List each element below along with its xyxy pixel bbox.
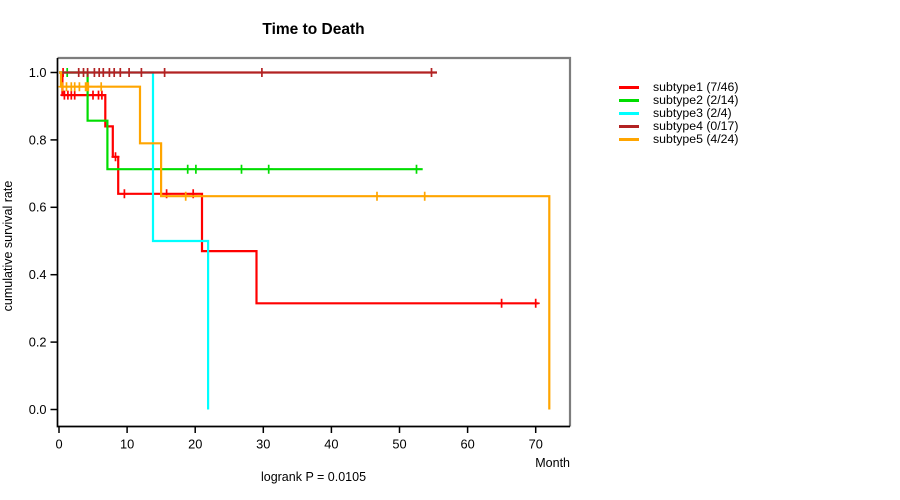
y-tick-label: 0.8: [29, 132, 47, 147]
censor-marks-subtype1: [59, 68, 540, 308]
legend-label: subtype5 (4/24): [653, 131, 739, 146]
plot-box-axes: [56, 58, 570, 428]
legend-line-swatch: [619, 85, 639, 89]
legend-label: subtype1 (7/46): [653, 80, 739, 94]
y-axis-label: cumulative survival rate: [1, 180, 15, 312]
x-tick-label: 60: [460, 437, 474, 452]
y-tick-label: 0.0: [29, 402, 47, 417]
plot-title: Time to Death: [262, 21, 365, 38]
legend: subtype1 (7/46) subtype2 (2/14) subtype3 (…: [619, 81, 738, 145]
legend-label: subtype4 (0/17): [653, 118, 739, 133]
y-tick-label: 0.6: [29, 200, 47, 215]
legend-item-subtype4: subtype4 (0/17): [619, 118, 739, 133]
logrank-annotation: logrank P = 0.0105: [260, 470, 367, 484]
x-tick-label: 40: [324, 437, 338, 452]
legend-line-swatch: [619, 137, 639, 141]
survival-curve-subtype5: [59, 71, 551, 410]
x-tick-label: 0: [55, 437, 62, 452]
x-tick-label: 20: [188, 437, 202, 452]
legend-label: subtype3 (2/4): [653, 105, 732, 120]
censor-marks-subtype5: [58, 82, 429, 201]
x-tick-label: 70: [529, 437, 543, 452]
survival-curve-subtype3: [59, 71, 210, 410]
legend-label: subtype2 (2/14): [653, 92, 739, 107]
legend-item-subtype3: subtype3 (2/4): [619, 105, 738, 120]
censor-marks-subtype4: [74, 68, 436, 77]
legend-line-swatch: [619, 124, 639, 128]
plot-box-top-right: [57, 56, 572, 427]
legend-item-subtype5: subtype5 (4/24): [619, 131, 739, 146]
x-tick-label: 30: [256, 437, 270, 452]
x-tick-label: 10: [120, 437, 134, 452]
x-tick-label: 50: [392, 437, 406, 452]
y-tick-label: 0.4: [29, 267, 47, 282]
legend-item-subtype2: subtype2 (2/14): [619, 92, 739, 107]
legend-line-swatch: [619, 111, 639, 115]
x-axis-label: Month: [535, 456, 570, 470]
legend-line-swatch: [619, 98, 639, 102]
y-tick-label: 0.2: [29, 335, 47, 350]
legend-item-subtype1: subtype1 (7/46): [619, 81, 738, 94]
y-tick-label: 1.0: [29, 65, 47, 80]
survival-curve-subtype1: [59, 71, 539, 305]
